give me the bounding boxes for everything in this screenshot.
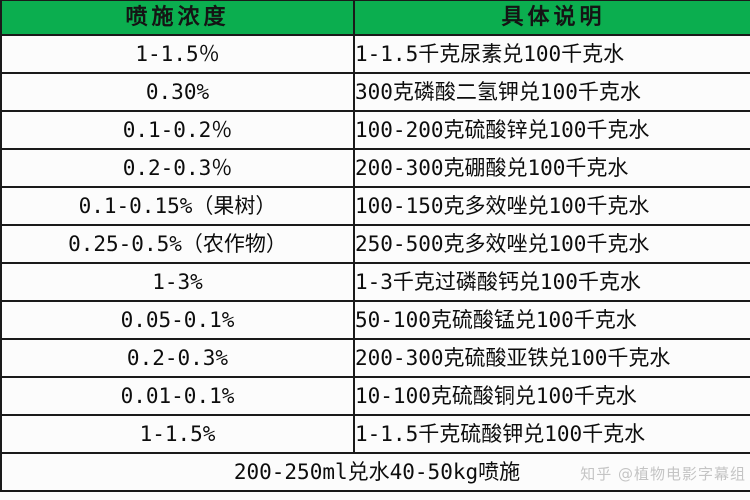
- table-row: 0.1-0.15%（果树） 100-150克多效唑兑100千克水: [0, 186, 750, 226]
- cell-concentration: 0.2-0.3%: [0, 338, 355, 378]
- cell-concentration: 1-1.5％: [0, 34, 355, 74]
- table-row: 0.2-0.3％ 200-300克硼酸兑100千克水: [0, 148, 750, 188]
- table-header: 喷施浓度 具体说明: [0, 0, 750, 36]
- cell-description: 1-1.5千克尿素兑100千克水: [353, 34, 750, 74]
- cell-description: 1-3千克过磷酸钙兑100千克水: [353, 262, 750, 302]
- cell-description: 100-150克多效唑兑100千克水: [353, 186, 750, 226]
- cell-concentration: 0.01-0.1%: [0, 376, 355, 416]
- table-header-row: 喷施浓度 具体说明: [0, 0, 750, 36]
- table-row: 1-3% 1-3千克过磷酸钙兑100千克水: [0, 262, 750, 302]
- cell-footer-note: 200-250ml兑水40-50kg喷施: [0, 452, 750, 492]
- table-row: 0.2-0.3% 200-300克硫酸亚铁兑100千克水: [0, 338, 750, 378]
- cell-description: 1-1.5千克硫酸钾兑100千克水: [353, 414, 750, 454]
- cell-description: 100-200克硫酸锌兑100千克水: [353, 110, 750, 150]
- column-header-description: 具体说明: [353, 0, 750, 36]
- table-footer-row: 200-250ml兑水40-50kg喷施: [0, 452, 750, 492]
- cell-concentration: 0.1-0.15%（果树）: [0, 186, 355, 226]
- cell-description: 300克磷酸二氢钾兑100千克水: [353, 72, 750, 112]
- cell-concentration: 0.2-0.3％: [0, 148, 355, 188]
- cell-description: 200-300克硫酸亚铁兑100千克水: [353, 338, 750, 378]
- table-row: 0.25-0.5%（农作物） 250-500克多效唑兑100千克水: [0, 224, 750, 264]
- cell-description: 50-100克硫酸锰兑100千克水: [353, 300, 750, 340]
- cell-description: 200-300克硼酸兑100千克水: [353, 148, 750, 188]
- cell-description: 250-500克多效唑兑100千克水: [353, 224, 750, 264]
- cell-concentration: 1-1.5%: [0, 414, 355, 454]
- cell-concentration: 1-3%: [0, 262, 355, 302]
- cell-concentration: 0.1-0.2％: [0, 110, 355, 150]
- table-row: 0.1-0.2％ 100-200克硫酸锌兑100千克水: [0, 110, 750, 150]
- cell-concentration: 0.25-0.5%（农作物）: [0, 224, 355, 264]
- table-row: 0.01-0.1% 10-100克硫酸铜兑100千克水: [0, 376, 750, 416]
- table-row: 0.30% 300克磷酸二氢钾兑100千克水: [0, 72, 750, 112]
- cell-description: 10-100克硫酸铜兑100千克水: [353, 376, 750, 416]
- table-row: 1-1.5％ 1-1.5千克尿素兑100千克水: [0, 34, 750, 74]
- cell-concentration: 0.05-0.1%: [0, 300, 355, 340]
- table-body: 1-1.5％ 1-1.5千克尿素兑100千克水 0.30% 300克磷酸二氢钾兑…: [0, 34, 750, 492]
- table-row: 1-1.5% 1-1.5千克硫酸钾兑100千克水: [0, 414, 750, 454]
- cell-concentration: 0.30%: [0, 72, 355, 112]
- table-row: 0.05-0.1% 50-100克硫酸锰兑100千克水: [0, 300, 750, 340]
- column-header-concentration: 喷施浓度: [0, 0, 355, 36]
